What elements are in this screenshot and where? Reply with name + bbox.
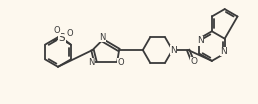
Text: N: N bbox=[99, 33, 106, 42]
Text: N: N bbox=[220, 47, 227, 56]
Text: N: N bbox=[170, 46, 177, 54]
Text: N: N bbox=[197, 36, 203, 45]
Text: N: N bbox=[88, 58, 95, 67]
Text: S: S bbox=[59, 33, 65, 43]
Text: O: O bbox=[191, 57, 198, 66]
Text: O: O bbox=[54, 26, 60, 35]
Text: O: O bbox=[118, 58, 124, 67]
Text: O: O bbox=[67, 29, 73, 38]
